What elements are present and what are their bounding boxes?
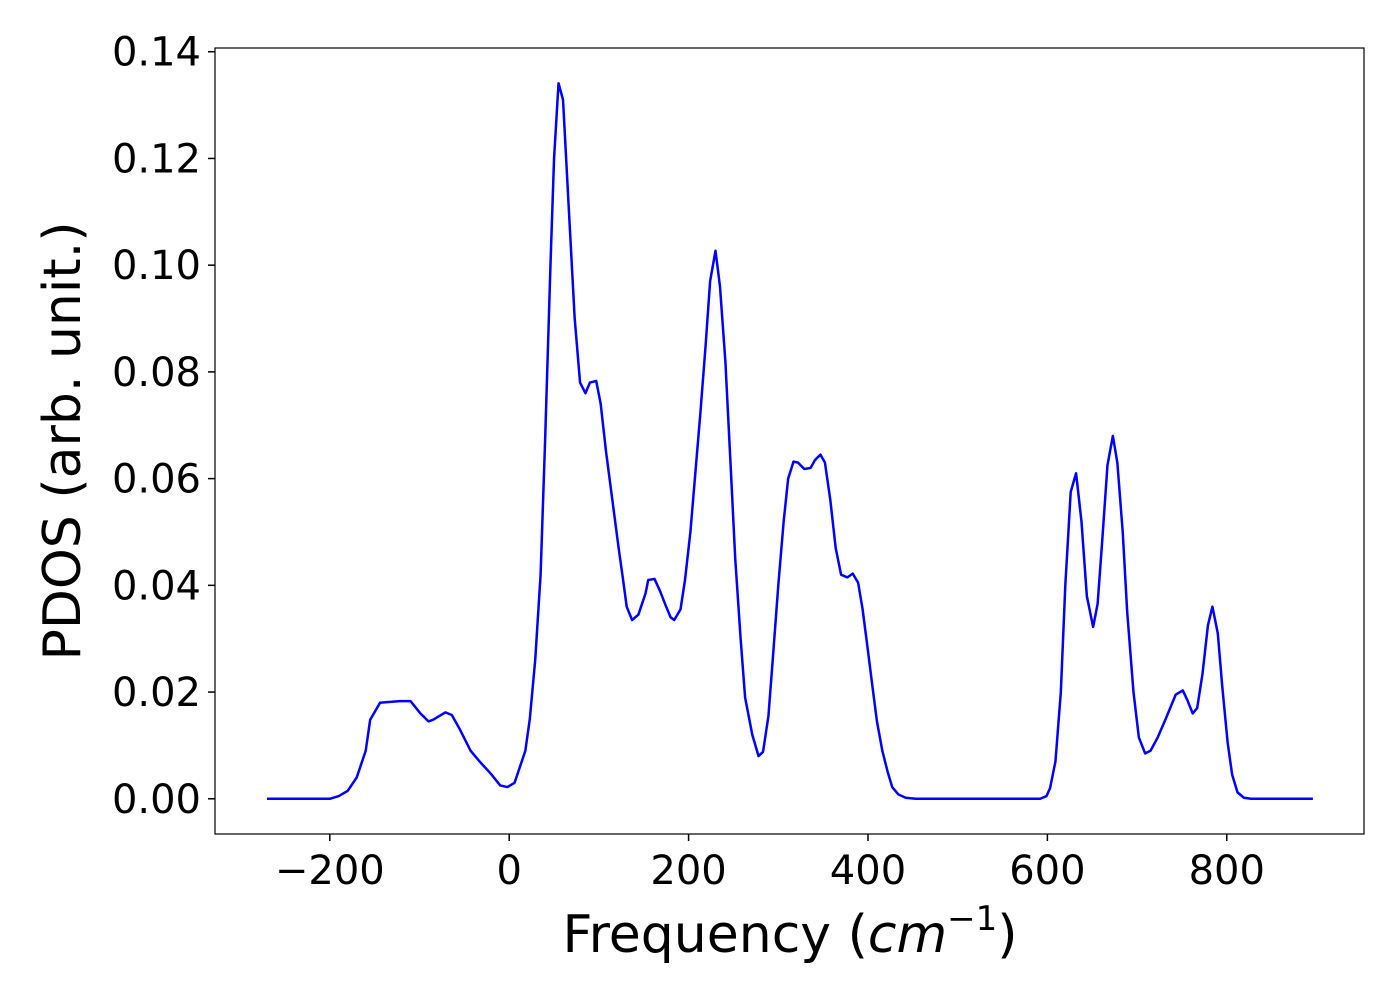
x-tick-label: 400 (830, 848, 906, 894)
x-label-exponent: −1 (947, 899, 997, 939)
data-line (267, 81, 1313, 801)
x-label-part: ) (997, 905, 1017, 965)
x-label-part: Frequency ( (562, 905, 867, 965)
y-tick-label: 0.06 (112, 457, 201, 503)
x-tick-label: 600 (1009, 848, 1085, 894)
x-axis-label: Frequency (cm−1) (562, 899, 1017, 965)
x-label-unit: cm (868, 905, 947, 965)
plot-frame (214, 47, 1365, 835)
x-tick-label: −200 (275, 848, 385, 894)
y-tick-label: 0.00 (112, 777, 201, 823)
y-tick-label: 0.10 (112, 243, 201, 289)
x-tick-label: 0 (496, 848, 521, 894)
y-tick-label: 0.02 (112, 670, 201, 716)
x-tick-label: 800 (1189, 848, 1265, 894)
y-axis-label: PDOS (arb. unit.) (33, 221, 93, 660)
y-tick-label: 0.04 (112, 563, 201, 609)
y-tick-label: 0.12 (112, 136, 201, 182)
y-tick-label: 0.14 (112, 30, 201, 76)
x-tick-label: 200 (650, 848, 726, 894)
y-tick-label: 0.08 (112, 350, 201, 396)
